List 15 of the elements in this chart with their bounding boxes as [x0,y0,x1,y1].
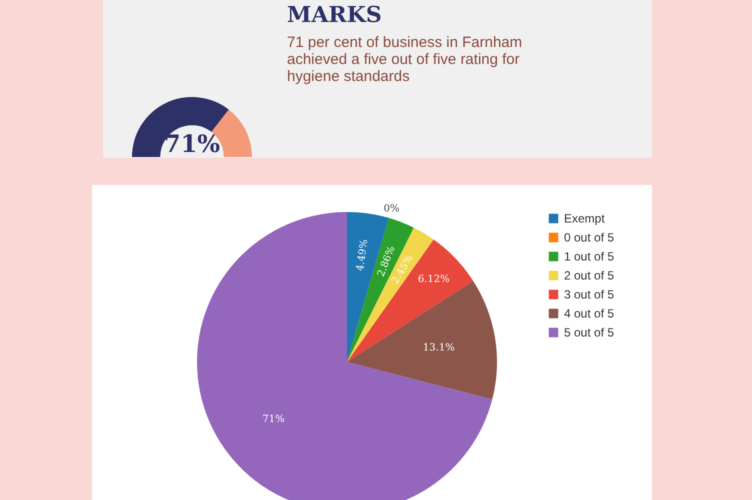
legend-label: 5 out of 5 [564,326,614,340]
data-label: 71% [262,414,285,425]
data-label: 6.12% [418,274,450,286]
legend-label: 2 out of 5 [564,268,614,282]
data-label: 13.1% [422,342,455,354]
legend-label: 1 out of 5 [564,250,614,264]
text: 0% [384,203,400,214]
legend-label: 4 out of 5 [564,306,614,320]
text: 71 per cent of business in Farnham achieved a five out of five rating for hygiene standards [287,34,522,85]
data-label: 71% [164,129,220,158]
legend-label: 0 out of 5 [564,230,614,244]
text: MARKS [287,2,382,28]
legend-label: 3 out of 5 [564,288,614,302]
legend-label: Exempt [564,212,606,226]
data-label: 4.49% [354,238,370,272]
